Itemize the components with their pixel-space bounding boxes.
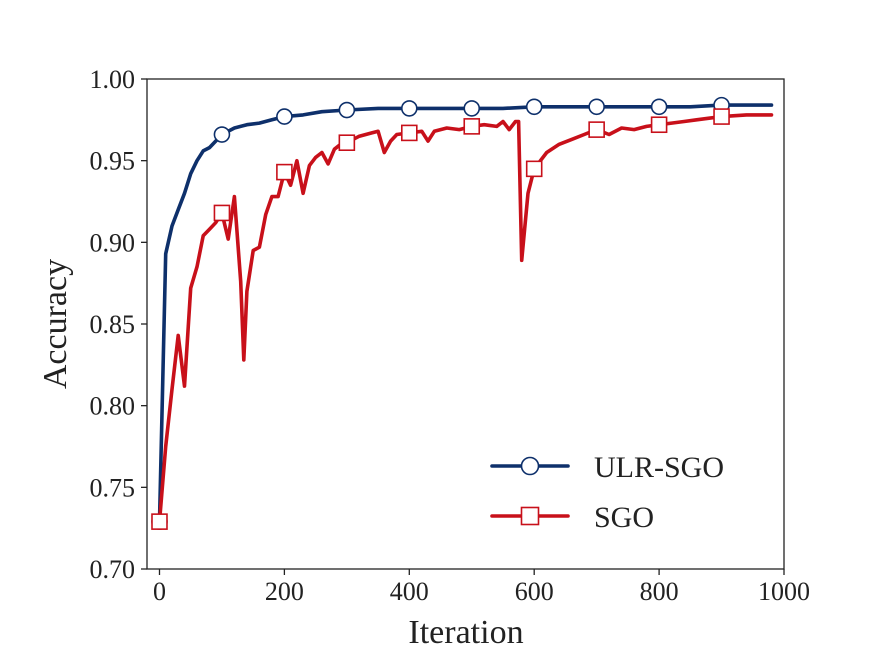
- y-tick-label: 0.80: [90, 392, 136, 421]
- data-point-ulr-sgo: [276, 108, 293, 125]
- data-point-sgo: [400, 124, 418, 142]
- x-axis-label: Iteration: [408, 614, 523, 651]
- y-tick-label: 0.70: [90, 555, 136, 584]
- data-point-sgo: [588, 121, 605, 138]
- data-point-ulr-sgo: [525, 98, 543, 116]
- data-point-ulr-sgo: [338, 101, 356, 119]
- data-point-sgo: [213, 204, 231, 222]
- y-tick-label: 1.00: [90, 65, 136, 94]
- ticks-layer: 0 200 400 600 800 1000 0.70 0.75 0.80 0.85 0.90 0.9…: [90, 65, 811, 606]
- legend-label-ulr-sgo: ULR-SGO: [594, 451, 724, 484]
- data-point-sgo: [713, 108, 730, 125]
- y-tick-label: 0.75: [90, 473, 136, 502]
- y-tick-label: 0.90: [90, 228, 136, 257]
- data-point-sgo: [463, 118, 481, 135]
- x-tick-label: 600: [515, 577, 554, 606]
- series-layer: [151, 96, 774, 530]
- data-point-sgo: [151, 513, 168, 530]
- x-tick-label: 400: [390, 577, 429, 606]
- series-line-ulr-sgo: [157, 103, 774, 524]
- data-point-ulr-sgo: [588, 98, 605, 116]
- data-point-sgo: [276, 163, 293, 181]
- data-point-ulr-sgo: [650, 98, 668, 116]
- y-tick-label: 0.85: [90, 310, 136, 339]
- legend-label-sgo: SGO: [594, 501, 654, 534]
- data-point-ulr-sgo: [400, 100, 418, 117]
- legend: ULR-SGO SGO: [490, 451, 724, 534]
- legend-marker-sgo: [520, 506, 540, 526]
- data-point-sgo: [525, 160, 543, 178]
- x-tick-label: 0: [153, 577, 166, 606]
- y-tick-label: 0.95: [90, 147, 136, 176]
- data-point-sgo: [338, 134, 356, 151]
- data-point-ulr-sgo: [463, 100, 481, 117]
- x-tick-label: 200: [265, 577, 304, 606]
- data-point-sgo: [650, 116, 668, 134]
- legend-marker-ulr-sgo: [520, 456, 540, 476]
- x-tick-label: 800: [640, 577, 679, 606]
- data-point-ulr-sgo: [213, 126, 231, 143]
- y-axis-label: Accuracy: [37, 259, 74, 389]
- x-tick-label: 1000: [758, 577, 810, 606]
